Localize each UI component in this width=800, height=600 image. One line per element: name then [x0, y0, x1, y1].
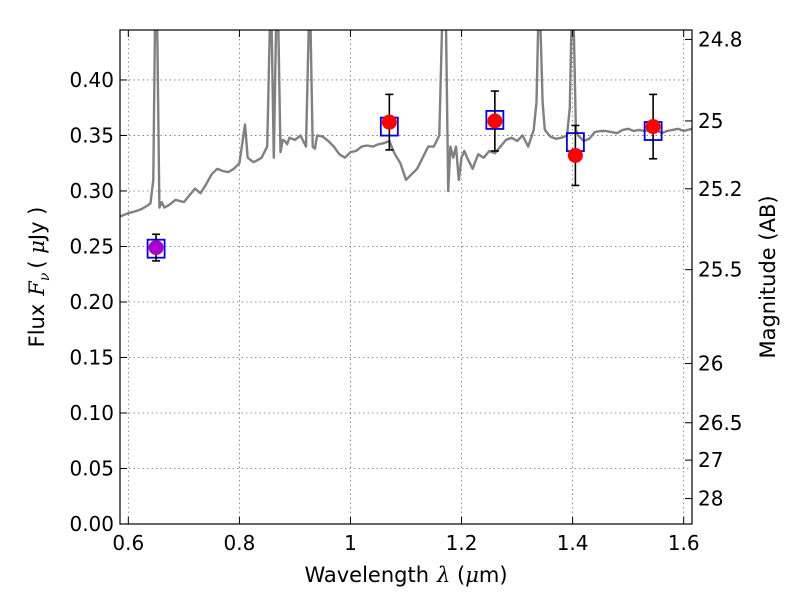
y-tick-label: 0.30	[69, 179, 114, 203]
y-tick-label: 0.10	[69, 401, 114, 425]
y2-tick-label: 26.5	[698, 411, 743, 435]
y-tick-label: 0.35	[69, 123, 114, 147]
x-tick-label: 1.6	[668, 531, 700, 555]
observed-points	[148, 113, 661, 256]
y2-tick-label: 27	[698, 448, 723, 472]
x-axis-title: Wavelength λ (μm)	[304, 563, 507, 587]
axis-ticks: 0.6 0.8 1 1.2 1.4 1.6 0.00 0.05 0.10 0.15 0.20 0.25…	[69, 27, 742, 555]
y-axis-title: FluxFν( μJy )	[25, 207, 53, 348]
plot-frame	[119, 29, 693, 525]
x-tick-label: 0.8	[223, 531, 255, 555]
y2-tick-label: 28	[698, 487, 723, 511]
y2-tick-label: 25	[698, 109, 723, 133]
observed-point	[645, 119, 661, 135]
y-tick-label: 0.40	[69, 68, 114, 92]
x-tick-label: 0.6	[112, 531, 144, 555]
x-tick-label: 1.2	[446, 531, 478, 555]
y2-axis-title: Magnitude (AB)	[756, 195, 780, 358]
y-tick-label: 0.25	[69, 234, 114, 258]
y2-tick-label: 26	[698, 352, 723, 376]
y-tick-label: 0.05	[69, 456, 114, 480]
grid	[120, 30, 692, 525]
y2-tick-label: 24.8	[698, 27, 743, 51]
observed-point	[148, 240, 164, 256]
y-tick-label: 0.00	[69, 512, 114, 536]
x-tick-label: 1.4	[557, 531, 589, 555]
y-tick-label: 0.20	[69, 290, 114, 314]
x-tick-label: 1	[344, 531, 357, 555]
y-tick-label: 0.15	[69, 345, 114, 369]
observed-point	[567, 147, 583, 163]
model-spectrum-line	[120, 30, 692, 218]
observed-point	[381, 114, 397, 130]
y2-tick-label: 25.5	[698, 258, 743, 282]
y2-tick-label: 25.2	[698, 177, 743, 201]
observed-point	[487, 113, 503, 129]
model-band-markers	[146, 110, 663, 259]
